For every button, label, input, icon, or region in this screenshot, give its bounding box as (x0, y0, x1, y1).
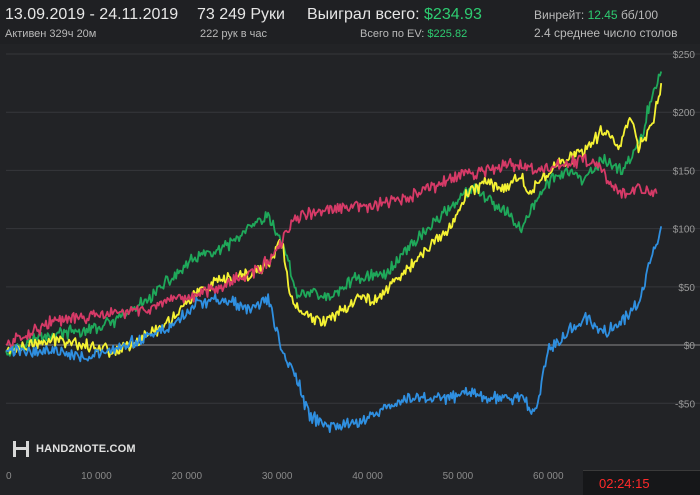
ev-label: Всего по EV: (360, 28, 425, 40)
x-tick-label: 60 000 (533, 471, 564, 482)
y-tick-label: $100 (673, 225, 696, 236)
winrate-value: 12.45 (587, 8, 618, 22)
y-tick-label: $50 (678, 283, 695, 294)
x-tick-label: 0 (6, 471, 12, 482)
x-tick-label: 50 000 (443, 471, 474, 482)
active-time: Активен 329ч 20м (5, 28, 97, 40)
series-line-yellow (5, 83, 663, 358)
x-tick-label: 10 000 (81, 471, 112, 482)
timer-text: 02:24:15 (599, 476, 650, 491)
avg-tables: 2.4 среднее число столов (534, 26, 678, 40)
y-tick-label: $200 (673, 108, 696, 119)
winrate: Винрейт: 12.45 бб/100 (534, 8, 658, 22)
x-tick-label: 20 000 (171, 471, 202, 482)
won-label: Выиграл всего: (307, 6, 420, 23)
y-tick-label: $250 (673, 50, 696, 61)
ev-total: Всего по EV: $225.82 (360, 28, 467, 40)
date-range: 13.09.2019 - 24.11.2019 (5, 6, 179, 23)
ev-value: $225.82 (427, 28, 468, 40)
hand2note-logo-icon (13, 441, 29, 457)
stats-header: 13.09.2019 - 24.11.2019 Активен 329ч 20м… (0, 0, 700, 44)
hands-per-hour: 222 рук в час (200, 28, 268, 40)
winrate-label: Винрейт: (534, 8, 585, 22)
profit-graph: -$50 $0 $50 $100 $150 $200 $250 0 10 000 20 000 30… (5, 50, 700, 482)
x-tick-label: 40 000 (352, 471, 383, 482)
session-timer: 02:24:15 (583, 470, 700, 495)
won-value: $234.93 (424, 6, 482, 23)
winrate-unit: бб/100 (620, 8, 659, 22)
hand2note-logo: HAND2NOTE.COM (12, 440, 136, 458)
series-line-green (5, 71, 663, 357)
series-line-pink (5, 153, 658, 348)
series-line-blue (5, 226, 663, 433)
y-tick-label: -$50 (675, 399, 695, 410)
x-tick-label: 30 000 (262, 471, 293, 482)
hands-count: 73 249 Руки (197, 6, 285, 23)
y-tick-label: $0 (684, 341, 696, 352)
y-tick-label: $150 (673, 166, 696, 177)
won-total: Выиграл всего: $234.93 (307, 6, 482, 24)
logo-text: HAND2NOTE.COM (36, 442, 136, 455)
